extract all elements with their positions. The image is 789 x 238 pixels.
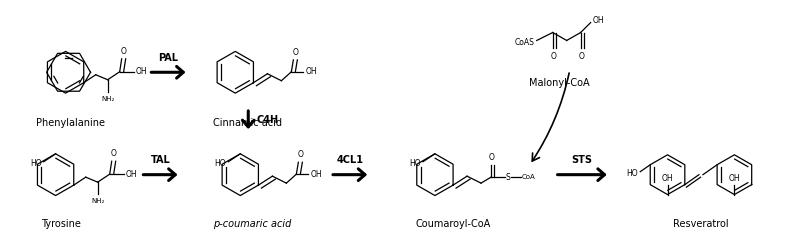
Text: p-coumaric acid: p-coumaric acid xyxy=(213,219,291,229)
Text: CoA: CoA xyxy=(522,174,536,180)
Text: O: O xyxy=(110,149,117,158)
FancyArrowPatch shape xyxy=(533,73,569,161)
Text: O: O xyxy=(297,150,303,159)
Text: HO: HO xyxy=(626,169,638,178)
Text: OH: OH xyxy=(593,16,604,25)
Text: NH₂: NH₂ xyxy=(101,96,114,102)
Text: O: O xyxy=(551,52,557,61)
Text: Malonyl-CoA: Malonyl-CoA xyxy=(529,78,590,88)
Text: TAL: TAL xyxy=(151,155,170,165)
Text: OH: OH xyxy=(305,67,317,76)
Text: Phenylalanine: Phenylalanine xyxy=(36,118,105,128)
Text: HO: HO xyxy=(409,159,421,168)
Text: HO: HO xyxy=(215,159,226,168)
Text: C4H: C4H xyxy=(256,115,279,125)
Text: 4CL1: 4CL1 xyxy=(337,155,364,165)
Text: O: O xyxy=(579,52,585,61)
Text: O: O xyxy=(293,48,298,57)
Text: NH₂: NH₂ xyxy=(91,198,104,204)
Text: Cinnamic acid: Cinnamic acid xyxy=(213,118,282,128)
Text: STS: STS xyxy=(571,155,593,165)
Text: Tyrosine: Tyrosine xyxy=(41,219,80,229)
Text: OH: OH xyxy=(728,174,740,183)
Text: S: S xyxy=(506,173,510,182)
Text: O: O xyxy=(121,47,126,56)
Text: OH: OH xyxy=(310,170,322,179)
Text: OH: OH xyxy=(125,170,137,179)
Text: O: O xyxy=(489,153,495,162)
Text: PAL: PAL xyxy=(159,53,178,63)
Text: OH: OH xyxy=(662,174,673,183)
Text: Resveratrol: Resveratrol xyxy=(673,219,729,229)
Text: CoAS: CoAS xyxy=(515,38,535,47)
Text: Coumaroyl-CoA: Coumaroyl-CoA xyxy=(415,219,491,229)
Text: HO: HO xyxy=(30,159,42,168)
Text: OH: OH xyxy=(136,67,148,76)
